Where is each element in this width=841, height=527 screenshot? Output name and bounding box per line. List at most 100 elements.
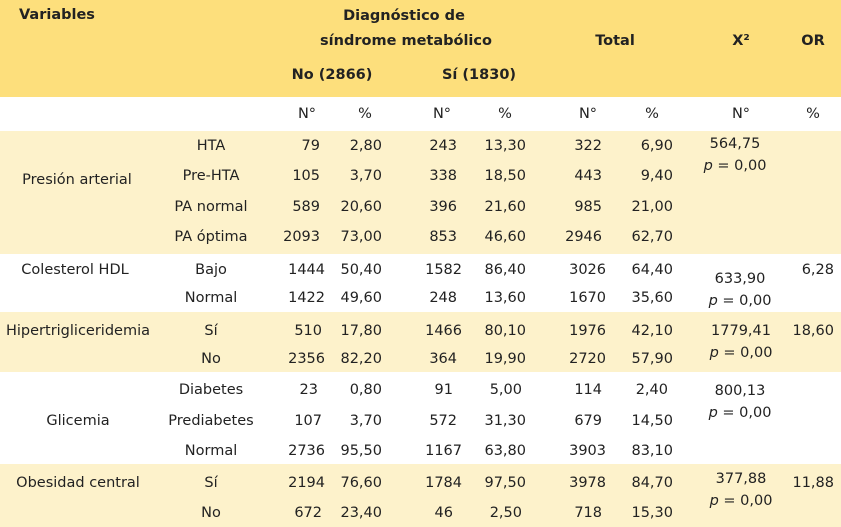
table-cell: 1444 (288, 262, 325, 278)
table-cell: 23,40 (340, 505, 382, 521)
table-cell: 1784 (425, 475, 462, 491)
table-cell: 57,90 (631, 351, 673, 367)
table-cell: 73,00 (340, 229, 382, 245)
category-label: PA óptima (174, 229, 248, 245)
category-label: PA normal (174, 199, 248, 215)
p-value: p = 0,00 (708, 293, 772, 309)
chi2-stat: 564,75 p = 0,00 (704, 133, 767, 177)
group-band (0, 312, 841, 372)
group-band (0, 372, 841, 464)
subheader-n: N° (297, 106, 317, 122)
table-cell: 42,10 (631, 323, 673, 339)
chi2-stat: 800,13 p = 0,00 (709, 380, 772, 424)
table-cell: 1466 (425, 323, 462, 339)
table-cell: 31,30 (484, 413, 526, 429)
chi2-stat: 633,90 p = 0,00 (709, 268, 772, 312)
category-label: Prediabetes (168, 413, 254, 429)
table-cell: 572 (429, 413, 457, 429)
header-si-group: Sí (1830) (441, 67, 517, 83)
table-cell: 1167 (425, 443, 462, 459)
table-cell: 0,80 (349, 382, 382, 398)
table-cell: 84,70 (631, 475, 673, 491)
column-subheader (0, 97, 841, 131)
table-cell: 2356 (288, 351, 325, 367)
table-cell: 2093 (283, 229, 320, 245)
table-cell: 20,60 (340, 199, 382, 215)
chi2-value: 800,13 (714, 383, 766, 399)
chi2-value: 633,90 (714, 271, 766, 287)
table-cell: 49,60 (340, 290, 382, 306)
chi2-stat: 377,88 p = 0,00 (710, 468, 773, 512)
table-cell: 46,60 (484, 229, 526, 245)
subheader-n: N° (578, 106, 598, 122)
table-cell: 5,00 (489, 382, 522, 398)
table-cell: 3978 (569, 475, 606, 491)
header-chi2: X² (732, 33, 750, 49)
table-cell: 21,00 (631, 199, 673, 215)
category-label: Pre-HTA (182, 168, 240, 184)
table-cell: 853 (429, 229, 457, 245)
table-cell: 679 (574, 413, 602, 429)
table-cell: 2720 (569, 351, 606, 367)
table-cell: 13,60 (484, 290, 526, 306)
table-cell: 443 (574, 168, 602, 184)
header-total: Total (595, 33, 635, 49)
subheader-pct: % (358, 106, 372, 122)
category-label: Normal (184, 290, 238, 306)
table-cell: 14,50 (631, 413, 673, 429)
table-cell: 76,60 (340, 475, 382, 491)
table-cell: 2946 (565, 229, 602, 245)
table-cell: 91 (434, 382, 453, 398)
chi2-value: 1779,41 (711, 323, 771, 339)
table-cell: 322 (574, 138, 602, 154)
subheader-n: N° (731, 106, 751, 122)
table-cell: 1976 (569, 323, 606, 339)
table-cell: 2,50 (489, 505, 522, 521)
table-cell: 248 (429, 290, 457, 306)
table-cell: 114 (574, 382, 602, 398)
table-cell: 6,90 (640, 138, 673, 154)
subheader-pct: % (806, 106, 820, 122)
table-cell: 46 (434, 505, 453, 521)
subheader-pct: % (645, 106, 659, 122)
table-cell: 3903 (569, 443, 606, 459)
table-cell: 21,60 (484, 199, 526, 215)
table-cell: 1582 (425, 262, 462, 278)
table-cell: 243 (429, 138, 457, 154)
header-diagnosis-line1: Diagnóstico de (343, 8, 465, 24)
p-value: p = 0,00 (709, 493, 773, 509)
table-cell: 82,20 (340, 351, 382, 367)
table-cell: 15,30 (631, 505, 673, 521)
table-cell: 97,50 (484, 475, 526, 491)
table-cell: 80,10 (484, 323, 526, 339)
variable-label: Colesterol HDL (21, 262, 129, 278)
table-cell: 35,60 (631, 290, 673, 306)
or-value: 11,88 (792, 475, 834, 491)
chi2-stat: 1779,41 p = 0,00 (710, 320, 773, 364)
p-value: p = 0,00 (708, 405, 772, 421)
table-cell: 17,80 (340, 323, 382, 339)
header-variables: Variables (19, 7, 95, 23)
category-label: Normal (184, 443, 238, 459)
table-cell: 672 (294, 505, 322, 521)
table-cell: 62,70 (631, 229, 673, 245)
table-cell: 107 (294, 413, 322, 429)
or-value: 18,60 (792, 323, 834, 339)
table-cell: 396 (429, 199, 457, 215)
table-cell: 2,80 (349, 138, 382, 154)
table-cell: 23 (299, 382, 318, 398)
table-cell: 86,40 (484, 262, 526, 278)
table-cell: 2,40 (635, 382, 668, 398)
table-cell: 9,40 (640, 168, 673, 184)
table-cell: 718 (574, 505, 602, 521)
group-band (0, 131, 841, 254)
chi2-value: 377,88 (715, 471, 767, 487)
chi2-value: 564,75 (709, 136, 761, 152)
table-cell: 985 (574, 199, 602, 215)
table-cell: 3,70 (349, 413, 382, 429)
table-cell: 13,30 (484, 138, 526, 154)
table-cell: 510 (294, 323, 322, 339)
table-cell: 105 (292, 168, 320, 184)
table-cell: 95,50 (340, 443, 382, 459)
header-diagnosis-line2: síndrome metabólico (320, 33, 492, 49)
